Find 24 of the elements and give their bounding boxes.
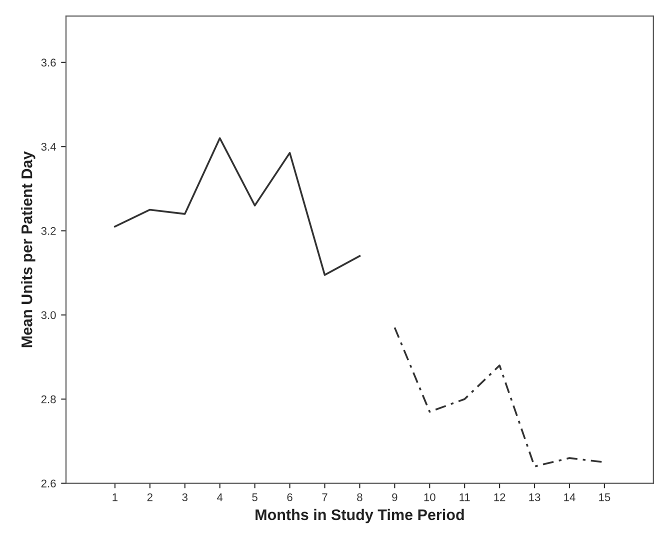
x-tick-label: 7: [322, 493, 328, 502]
y-tick-label: 3.4: [41, 142, 56, 151]
x-tick-label: 14: [564, 493, 576, 502]
x-tick-label: 15: [599, 493, 610, 502]
x-axis-title: Months in Study Time Period: [256, 508, 464, 524]
y-tick-label: 2.8: [41, 395, 56, 404]
x-tick-label: 2: [147, 493, 152, 502]
y-tick-label: 3.2: [41, 227, 56, 235]
x-tick-label: 9: [392, 493, 398, 502]
x-tick-label: 6: [287, 493, 292, 502]
y-axis-title: Mean Units per Patient Day: [21, 151, 36, 348]
y-tick-label: 3.6: [41, 58, 56, 67]
line-series: [114, 137, 361, 276]
x-tick-label: 5: [252, 493, 258, 502]
x-tick-label: 11: [460, 493, 470, 502]
y-tick-label: 3.0: [41, 311, 56, 320]
x-tick-label: 13: [529, 493, 540, 502]
x-tick-label: 10: [424, 493, 436, 502]
x-tick-label: 12: [494, 493, 506, 502]
x-tick-label: 3: [182, 493, 188, 502]
x-tick-label: 8: [357, 493, 362, 502]
y-tick-label: 2.6: [41, 480, 56, 488]
x-tick-label: 1: [112, 493, 118, 502]
x-tick-label: 4: [217, 493, 223, 502]
